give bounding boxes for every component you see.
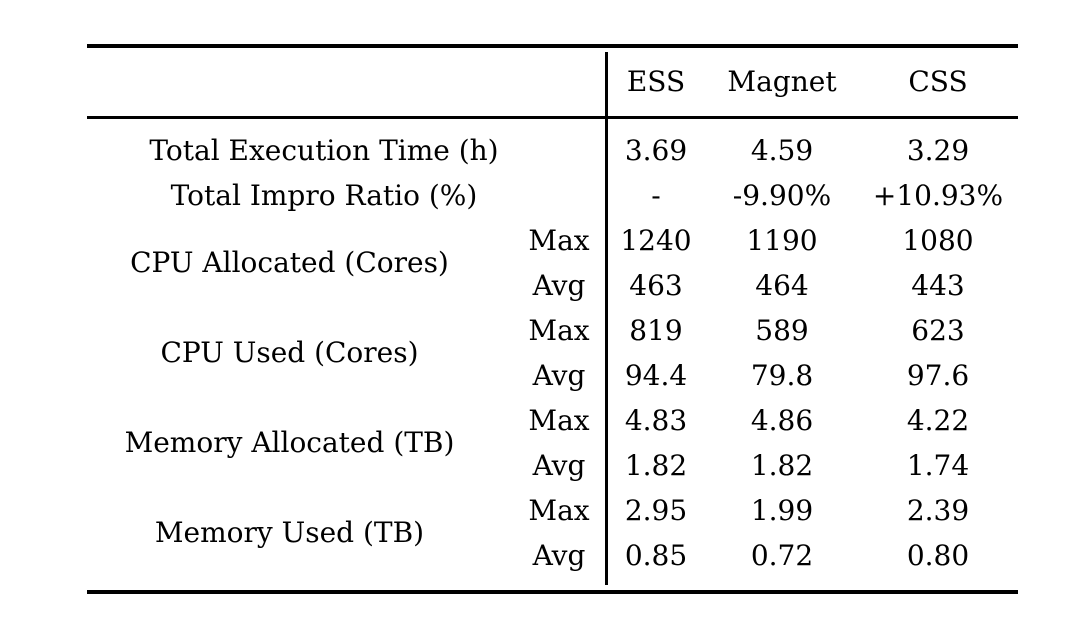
- stat-label-cpu-used-max: Max: [528, 313, 590, 347]
- cell-memory-allocated-avg-css: 1.74: [906, 448, 970, 482]
- results-table: ESS Magnet CSS Total Execution Time (h) …: [87, 44, 1018, 594]
- cell-memory-allocated-max-css: 4.22: [906, 403, 970, 437]
- table-body: Total Execution Time (h) 3.69 4.59 3.29 …: [87, 119, 1018, 590]
- stat-label-cpu-allocated-max: Max: [528, 223, 590, 257]
- stat-label-memory-allocated-max: Max: [528, 403, 590, 437]
- cell-memory-allocated-avg-ess: 1.82: [624, 448, 688, 482]
- column-header-css: CSS: [908, 65, 968, 98]
- group-label-cpu-allocated: CPU Allocated (Cores): [130, 246, 449, 279]
- cell-memory-allocated-max-magnet: 4.86: [750, 403, 814, 437]
- cell-cpu-allocated-max-ess: 1240: [620, 223, 692, 257]
- cell-memory-used-avg-css: 0.80: [906, 538, 970, 572]
- cell-cpu-used-avg-ess: 94.4: [624, 358, 688, 392]
- row-label-total-impro-ratio: Total Impro Ratio (%): [170, 178, 478, 212]
- cell-cpu-used-max-magnet: 589: [755, 313, 809, 347]
- row-label-total-execution-time: Total Execution Time (h): [149, 133, 499, 167]
- cell-memory-used-avg-ess: 0.85: [624, 538, 688, 572]
- mid-rule: [87, 116, 1018, 119]
- bottom-rule: [87, 590, 1018, 594]
- cell-cpu-allocated-max-magnet: 1190: [746, 223, 818, 257]
- column-header-ess: ESS: [626, 65, 686, 98]
- cell-memory-used-max-ess: 2.95: [624, 493, 688, 527]
- cell-impro-ratio-css: +10.93%: [872, 178, 1004, 212]
- cell-exec-time-css: 3.29: [906, 133, 970, 167]
- stat-label-memory-used-avg: Avg: [532, 538, 586, 572]
- stat-label-memory-used-max: Max: [528, 493, 590, 527]
- cell-cpu-allocated-avg-ess: 463: [629, 268, 683, 302]
- cell-cpu-used-avg-magnet: 79.8: [750, 358, 814, 392]
- group-label-memory-allocated: Memory Allocated (TB): [124, 426, 455, 459]
- column-divider: [605, 52, 608, 585]
- cell-cpu-used-max-css: 623: [911, 313, 965, 347]
- cell-memory-used-max-css: 2.39: [906, 493, 970, 527]
- cell-cpu-used-avg-css: 97.6: [906, 358, 970, 392]
- stat-label-cpu-used-avg: Avg: [532, 358, 586, 392]
- cell-impro-ratio-magnet: -9.90%: [732, 178, 832, 212]
- cell-memory-used-avg-magnet: 0.72: [750, 538, 814, 572]
- cell-cpu-used-max-ess: 819: [629, 313, 683, 347]
- group-label-memory-used: Memory Used (TB): [154, 516, 425, 549]
- cell-memory-allocated-avg-magnet: 1.82: [750, 448, 814, 482]
- cell-memory-allocated-max-ess: 4.83: [624, 403, 688, 437]
- cell-memory-used-max-magnet: 1.99: [750, 493, 814, 527]
- cell-exec-time-ess: 3.69: [624, 133, 688, 167]
- top-rule: [87, 44, 1018, 48]
- cell-impro-ratio-ess: -: [651, 178, 661, 212]
- group-label-cpu-used: CPU Used (Cores): [160, 336, 419, 369]
- stat-label-memory-allocated-avg: Avg: [532, 448, 586, 482]
- cell-cpu-allocated-avg-magnet: 464: [755, 268, 809, 302]
- cell-exec-time-magnet: 4.59: [750, 133, 814, 167]
- table-header-row: ESS Magnet CSS: [87, 48, 1018, 116]
- stat-label-cpu-allocated-avg: Avg: [532, 268, 586, 302]
- cell-cpu-allocated-avg-css: 443: [911, 268, 965, 302]
- column-header-magnet: Magnet: [727, 65, 837, 98]
- cell-cpu-allocated-max-css: 1080: [902, 223, 974, 257]
